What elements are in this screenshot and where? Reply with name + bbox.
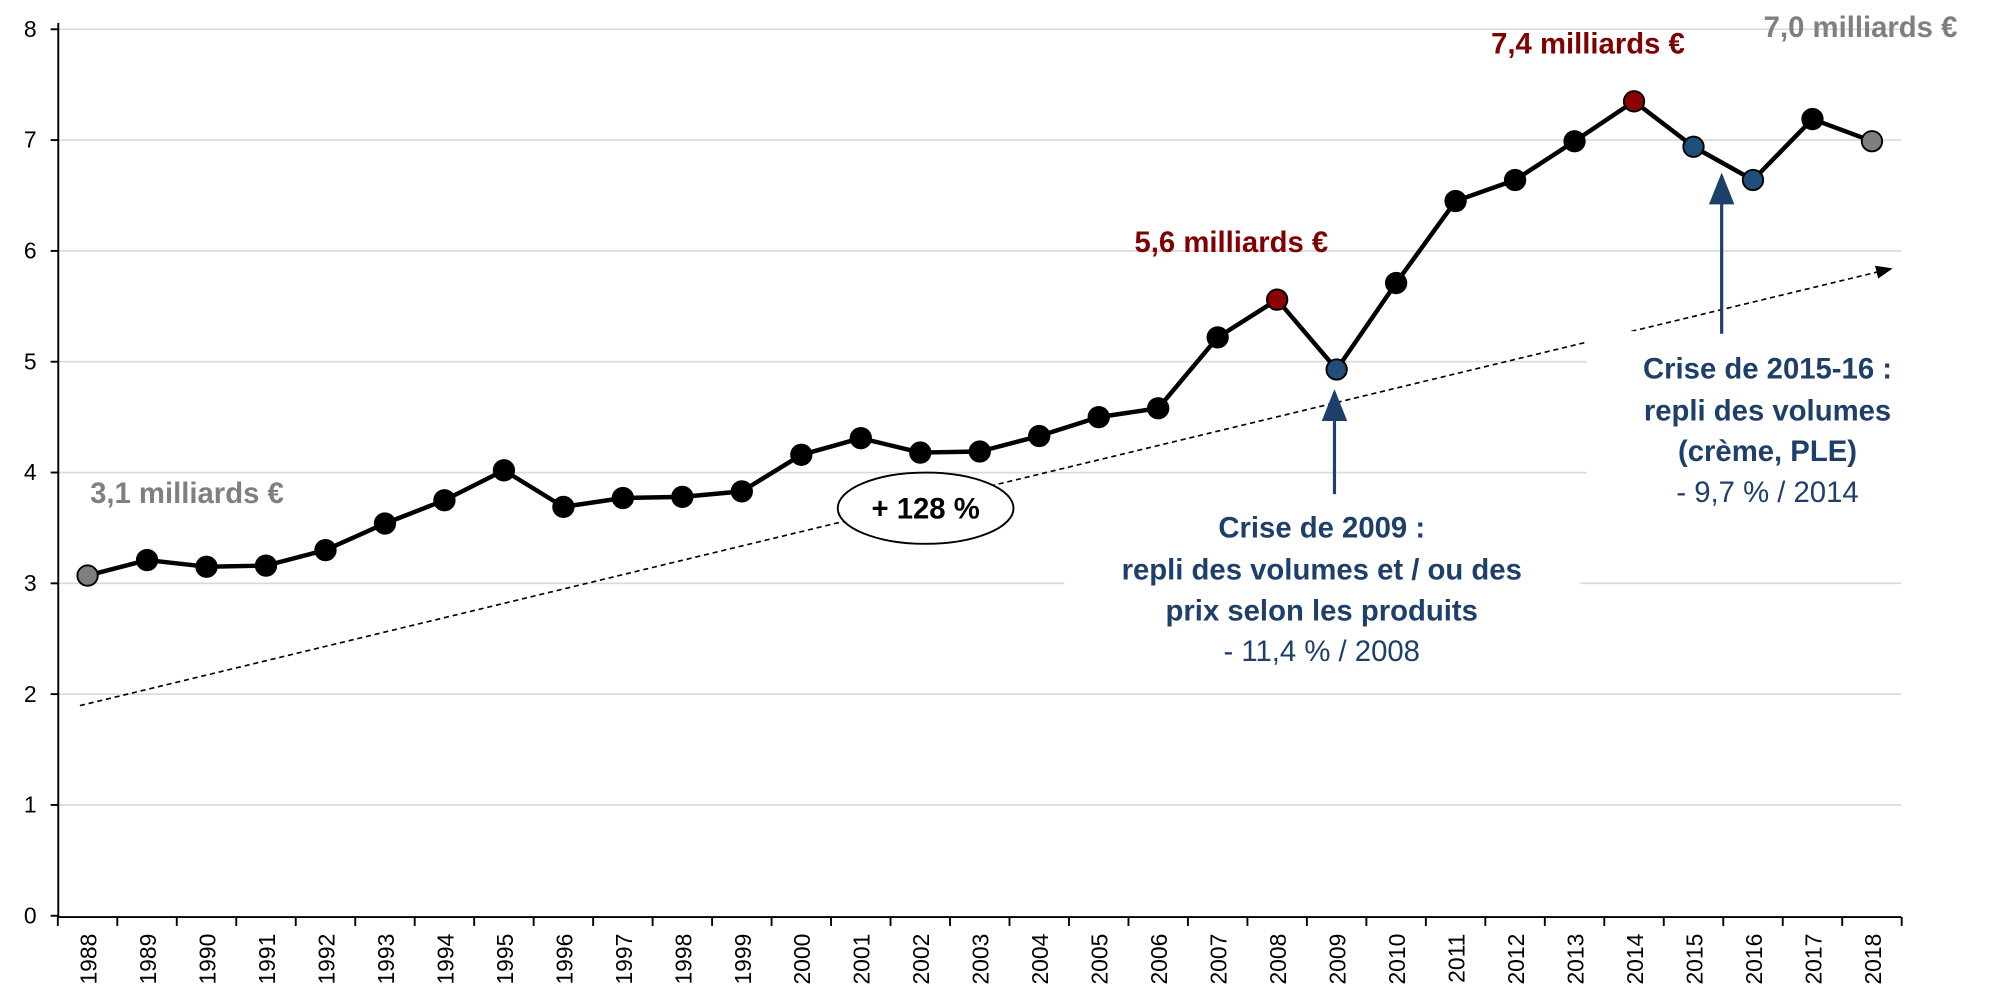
annotation: 7,4 milliards € [1491,27,1685,60]
x-tick-label: 1992 [313,934,339,985]
point [314,538,337,562]
x-tick-label: 2018 [1860,934,1886,985]
label-bg [1064,503,1581,676]
point [1860,130,1884,153]
y-tick-label: 1 [24,792,37,818]
annotation: repli des volumes [1644,394,1891,427]
x-tick-label: 2011 [1444,934,1470,983]
y-tick-label: 2 [24,681,37,707]
point [968,440,991,463]
point [1801,107,1824,131]
annotation: 3,1 milliards € [90,477,284,510]
annotation: + 128 % [871,492,979,525]
annotation: prix selon les produits [1166,594,1478,627]
x-tick-label: 2015 [1681,934,1707,985]
point [730,480,753,503]
point [1087,405,1110,429]
y-tick-label: 6 [24,238,37,264]
point [671,485,694,509]
x-tick-label: 2005 [1087,934,1113,985]
point [1682,135,1705,158]
y-tick-label: 3 [24,570,37,596]
annotation: 5,6 milliards € [1135,226,1329,259]
x-tick-label: 1991 [254,934,280,985]
annotation: - 9,7 % / 2014 [1676,476,1858,509]
point [492,459,516,482]
point [76,564,99,587]
point [611,486,635,510]
point [909,441,932,464]
point [552,495,575,519]
x-tick-label: 1995 [492,934,518,985]
point [433,489,456,512]
y-tick-label: 4 [24,459,37,485]
x-tick-label: 2014 [1622,933,1648,984]
y-tick-label: 7 [24,127,37,153]
annotation: (crème, PLE) [1678,435,1857,468]
x-tick-label: 2010 [1384,934,1410,985]
point [790,443,813,466]
point [373,512,397,535]
annotation: Crise de 2009 : [1218,511,1425,544]
x-tick-label: 2006 [1146,934,1172,985]
x-tick-label: 2002 [908,934,934,985]
y-tick-label: 5 [24,348,37,374]
x-tick-label: 2009 [1325,934,1351,985]
point [849,427,872,450]
x-tick-label: 2001 [849,934,875,985]
x-tick-label: 1988 [75,934,101,985]
point [1503,168,1527,192]
point [1325,358,1348,381]
point [1444,189,1467,213]
x-tick-label: 1994 [432,933,458,984]
y-tick-label: 0 [24,902,37,928]
point [1563,130,1586,153]
annotation: - 11,4 % / 2008 [1224,635,1420,668]
point [1266,288,1289,311]
point [1741,168,1765,192]
point [254,554,278,577]
point [1622,90,1646,113]
x-tick-label: 2016 [1741,934,1767,985]
point [1147,397,1170,420]
point [1206,326,1229,349]
x-tick-label: 1999 [730,934,756,985]
x-tick-label: 2013 [1562,934,1588,985]
x-tick-label: 1998 [670,934,696,985]
point [135,548,159,572]
point [195,555,218,578]
x-tick-label: 2007 [1206,934,1232,985]
y-tick-label: 8 [24,16,37,42]
point [1028,424,1051,448]
x-tick-label: 1989 [135,934,161,985]
label-bg [1586,331,1921,510]
x-tick-label: 2008 [1265,934,1291,985]
x-tick-label: 2004 [1027,933,1053,984]
annotation: 7,0 milliards € [1764,11,1958,44]
annotation: Crise de 2015-16 : [1643,352,1892,385]
x-tick-label: 1996 [551,934,577,985]
x-tick-label: 1997 [611,934,637,985]
x-tick-label: 2003 [968,934,994,985]
x-tick-label: 2012 [1503,934,1529,985]
x-tick-label: 2017 [1800,934,1826,985]
x-tick-label: 1990 [194,934,220,985]
x-tick-label: 2000 [789,934,815,985]
growth-ellipse [836,471,1015,545]
annotation: repli des volumes et / ou des [1122,554,1522,587]
point [1384,271,1408,295]
x-tick-label: 1993 [373,934,399,985]
